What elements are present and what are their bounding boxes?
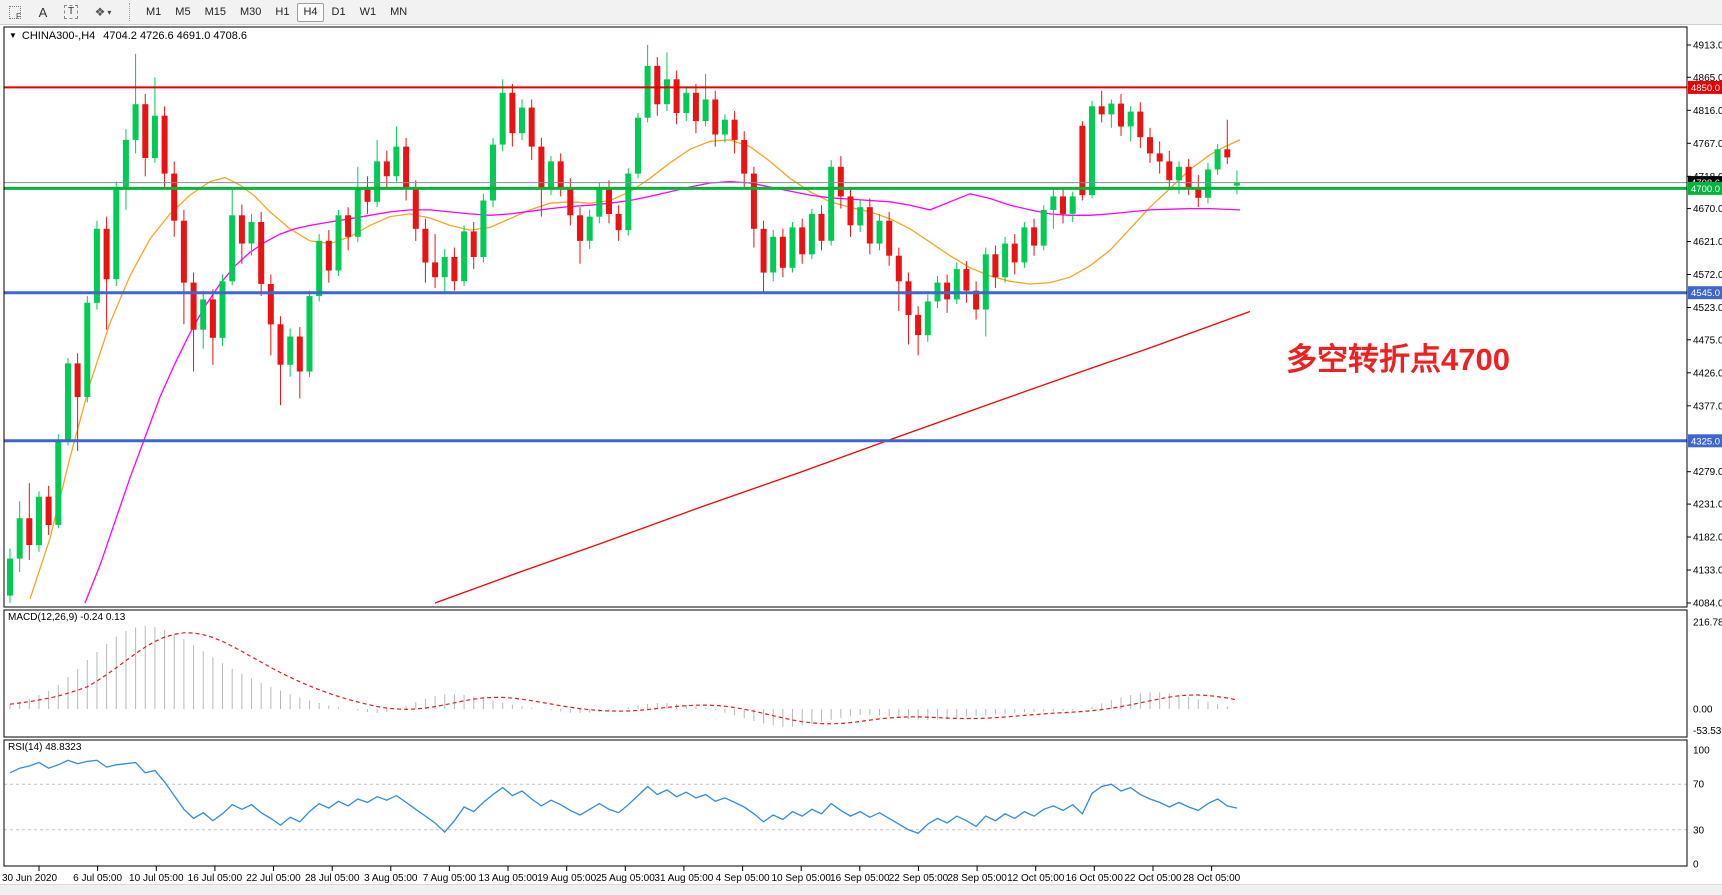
- svg-text:-53.53: -53.53: [1693, 726, 1722, 737]
- timeframe-mn-button[interactable]: MN: [384, 3, 413, 22]
- svg-text:100: 100: [1693, 746, 1710, 757]
- svg-text:12 Oct 05:00: 12 Oct 05:00: [1007, 873, 1065, 884]
- svg-text:16 Sep 05:00: 16 Sep 05:00: [830, 873, 890, 884]
- svg-text:4621.0: 4621.0: [1693, 237, 1722, 248]
- svg-text:4816.0: 4816.0: [1693, 106, 1722, 117]
- ohlc-readout: 4704.2 4726.6 4691.0 4708.6: [103, 30, 248, 42]
- svg-text:70: 70: [1693, 780, 1705, 791]
- frame-tool-button[interactable]: F: [2, 2, 28, 23]
- timeframe-m1-button[interactable]: M1: [140, 3, 167, 22]
- bottom-strip: [0, 884, 1722, 895]
- mid-ma: [84, 180, 1241, 604]
- svg-text:4084.0: 4084.0: [1693, 599, 1722, 610]
- symbol-period-label: CHINA300-,H4: [21, 30, 96, 42]
- text-label-icon: A: [38, 4, 48, 20]
- svg-text:4572.0: 4572.0: [1693, 270, 1722, 281]
- chart-title: ▼ CHINA300-,H4 4704.2 4726.6 4691.0 4708.6: [9, 30, 247, 42]
- candles-layer: [7, 45, 1240, 603]
- timeframe-m15-button[interactable]: M15: [199, 3, 232, 22]
- svg-text:22 Jul 05:00: 22 Jul 05:00: [246, 873, 301, 884]
- cursor-style-icon: ❖: [94, 5, 106, 19]
- slow-ma: [434, 310, 1251, 604]
- svg-text:4850.0: 4850.0: [1691, 83, 1720, 94]
- svg-text:19 Aug 05:00: 19 Aug 05:00: [537, 873, 596, 884]
- svg-text:4523.0: 4523.0: [1693, 303, 1722, 314]
- svg-text:4426.0: 4426.0: [1693, 368, 1722, 379]
- svg-text:6 Jul 05:00: 6 Jul 05:00: [73, 873, 122, 884]
- svg-text:4767.0: 4767.0: [1693, 139, 1722, 150]
- svg-text:7 Aug 05:00: 7 Aug 05:00: [423, 873, 477, 884]
- svg-text:4700.0: 4700.0: [1691, 184, 1720, 195]
- svg-text:0: 0: [1693, 860, 1699, 871]
- svg-text:22 Sep 05:00: 22 Sep 05:00: [889, 873, 949, 884]
- symbol-dropdown-icon[interactable]: ▼: [9, 31, 17, 40]
- text-box-icon: T: [63, 5, 79, 19]
- macd-layer: [9, 625, 1238, 727]
- cursor-style-button[interactable]: ❖ ▾: [86, 2, 120, 23]
- timeframe-w1-button[interactable]: W1: [354, 3, 383, 22]
- svg-text:4133.0: 4133.0: [1693, 566, 1722, 577]
- rsi-line: [9, 759, 1238, 834]
- dotted-frame-icon: [9, 5, 21, 19]
- svg-text:31 Aug 05:00: 31 Aug 05:00: [654, 873, 713, 884]
- svg-text:4865.0: 4865.0: [1693, 73, 1722, 84]
- svg-text:4475.0: 4475.0: [1693, 335, 1722, 346]
- macd-signal-line: [9, 632, 1238, 725]
- svg-text:4545.0: 4545.0: [1691, 288, 1720, 299]
- svg-text:4231.0: 4231.0: [1693, 500, 1722, 511]
- horizontal-lines-layer[interactable]: [4, 86, 1687, 443]
- svg-text:16 Oct 05:00: 16 Oct 05:00: [1066, 873, 1124, 884]
- svg-text:4279.0: 4279.0: [1693, 467, 1722, 478]
- toolbar-separator: [129, 3, 134, 21]
- svg-text:25 Aug 05:00: 25 Aug 05:00: [596, 873, 655, 884]
- svg-text:216.78: 216.78: [1693, 618, 1722, 629]
- text-label-button[interactable]: A: [30, 2, 56, 23]
- panel-frames: [3, 26, 1688, 867]
- annotation-text[interactable]: 多空转折点4700: [1286, 342, 1510, 377]
- svg-text:4377.0: 4377.0: [1693, 401, 1722, 412]
- timeframe-h4-button[interactable]: H4: [297, 2, 324, 22]
- panel-backgrounds: [4, 27, 1687, 866]
- svg-text:30: 30: [1693, 825, 1705, 836]
- svg-text:4 Sep 05:00: 4 Sep 05:00: [716, 873, 770, 884]
- svg-text:16 Jul 05:00: 16 Jul 05:00: [188, 873, 243, 884]
- svg-text:28 Sep 05:00: 28 Sep 05:00: [947, 873, 1007, 884]
- svg-text:13 Aug 05:00: 13 Aug 05:00: [479, 873, 538, 884]
- axes-layer: 4913.04865.04816.04767.04718.04670.04621…: [1687, 41, 1722, 871]
- svg-text:4325.0: 4325.0: [1691, 436, 1720, 447]
- macd-indicator-label: MACD(12,26,9) -0.24 0.13: [8, 612, 126, 623]
- svg-text:4913.0: 4913.0: [1693, 41, 1722, 52]
- svg-text:10 Jul 05:00: 10 Jul 05:00: [129, 873, 184, 884]
- frame-tool-glyph: F: [16, 11, 21, 21]
- svg-text:3 Aug 05:00: 3 Aug 05:00: [364, 873, 418, 884]
- svg-text:4670.0: 4670.0: [1693, 204, 1722, 215]
- svg-text:28 Jul 05:00: 28 Jul 05:00: [305, 873, 360, 884]
- svg-text:4182.0: 4182.0: [1693, 533, 1722, 544]
- svg-text:22 Oct 05:00: 22 Oct 05:00: [1124, 873, 1182, 884]
- svg-text:0.00: 0.00: [1693, 705, 1713, 716]
- timeframe-h1-button[interactable]: H1: [269, 3, 295, 22]
- dropdown-caret-icon: ▾: [107, 7, 112, 17]
- rsi-layer: [4, 759, 1687, 834]
- rsi-indicator-label: RSI(14) 48.8323: [8, 742, 82, 753]
- timeframe-m5-button[interactable]: M5: [169, 3, 196, 22]
- timeframe-m30-button[interactable]: M30: [234, 3, 267, 22]
- svg-text:28 Oct 05:00: 28 Oct 05:00: [1183, 873, 1241, 884]
- svg-text:30 Jun 2020: 30 Jun 2020: [2, 873, 57, 884]
- text-box-button[interactable]: T: [58, 2, 84, 23]
- timeframe-d1-button[interactable]: D1: [326, 3, 352, 22]
- svg-text:10 Sep 05:00: 10 Sep 05:00: [771, 873, 831, 884]
- time-axis: 30 Jun 2020 6 Jul 05:00 10 Jul 05:00 16 Jul…: [2, 866, 1241, 884]
- toolbar: F A T ❖ ▾ M1 M5 M15 M30 H1 H4 D1 W1 MN: [0, 0, 1722, 25]
